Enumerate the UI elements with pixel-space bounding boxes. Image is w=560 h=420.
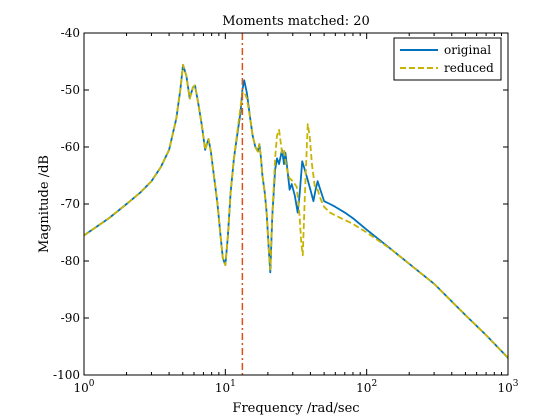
y-tick-label: -50: [61, 83, 80, 97]
x-tick-label: 102: [356, 379, 377, 395]
series-line-reduced: [83, 64, 509, 359]
x-tick-label: 101: [215, 379, 236, 395]
chart-title: Moments matched: 20: [222, 14, 370, 29]
legend-label-original: original: [444, 43, 491, 57]
x-tick-label: 103: [497, 379, 518, 395]
legend: original reduced: [393, 37, 502, 81]
legend-box: [393, 37, 502, 81]
x-tick-label: 100: [73, 379, 94, 395]
series-layer: [83, 64, 509, 359]
y-axis-title: Magnitude /dB: [37, 155, 52, 253]
y-tick-label: -40: [61, 26, 80, 40]
y-tick-label: -80: [61, 254, 80, 268]
y-tick-label: -100: [53, 368, 80, 382]
legend-label-reduced: reduced: [444, 61, 494, 75]
x-axis-title: Frequency /rad/sec: [232, 401, 359, 416]
y-tick-label: -60: [61, 140, 80, 154]
y-tick-label: -90: [61, 311, 80, 325]
y-tick-label: -70: [61, 197, 80, 211]
